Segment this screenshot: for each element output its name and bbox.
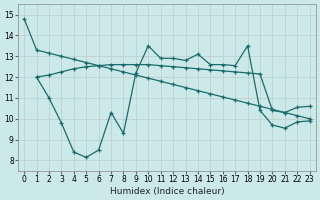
X-axis label: Humidex (Indice chaleur): Humidex (Indice chaleur) xyxy=(109,187,224,196)
